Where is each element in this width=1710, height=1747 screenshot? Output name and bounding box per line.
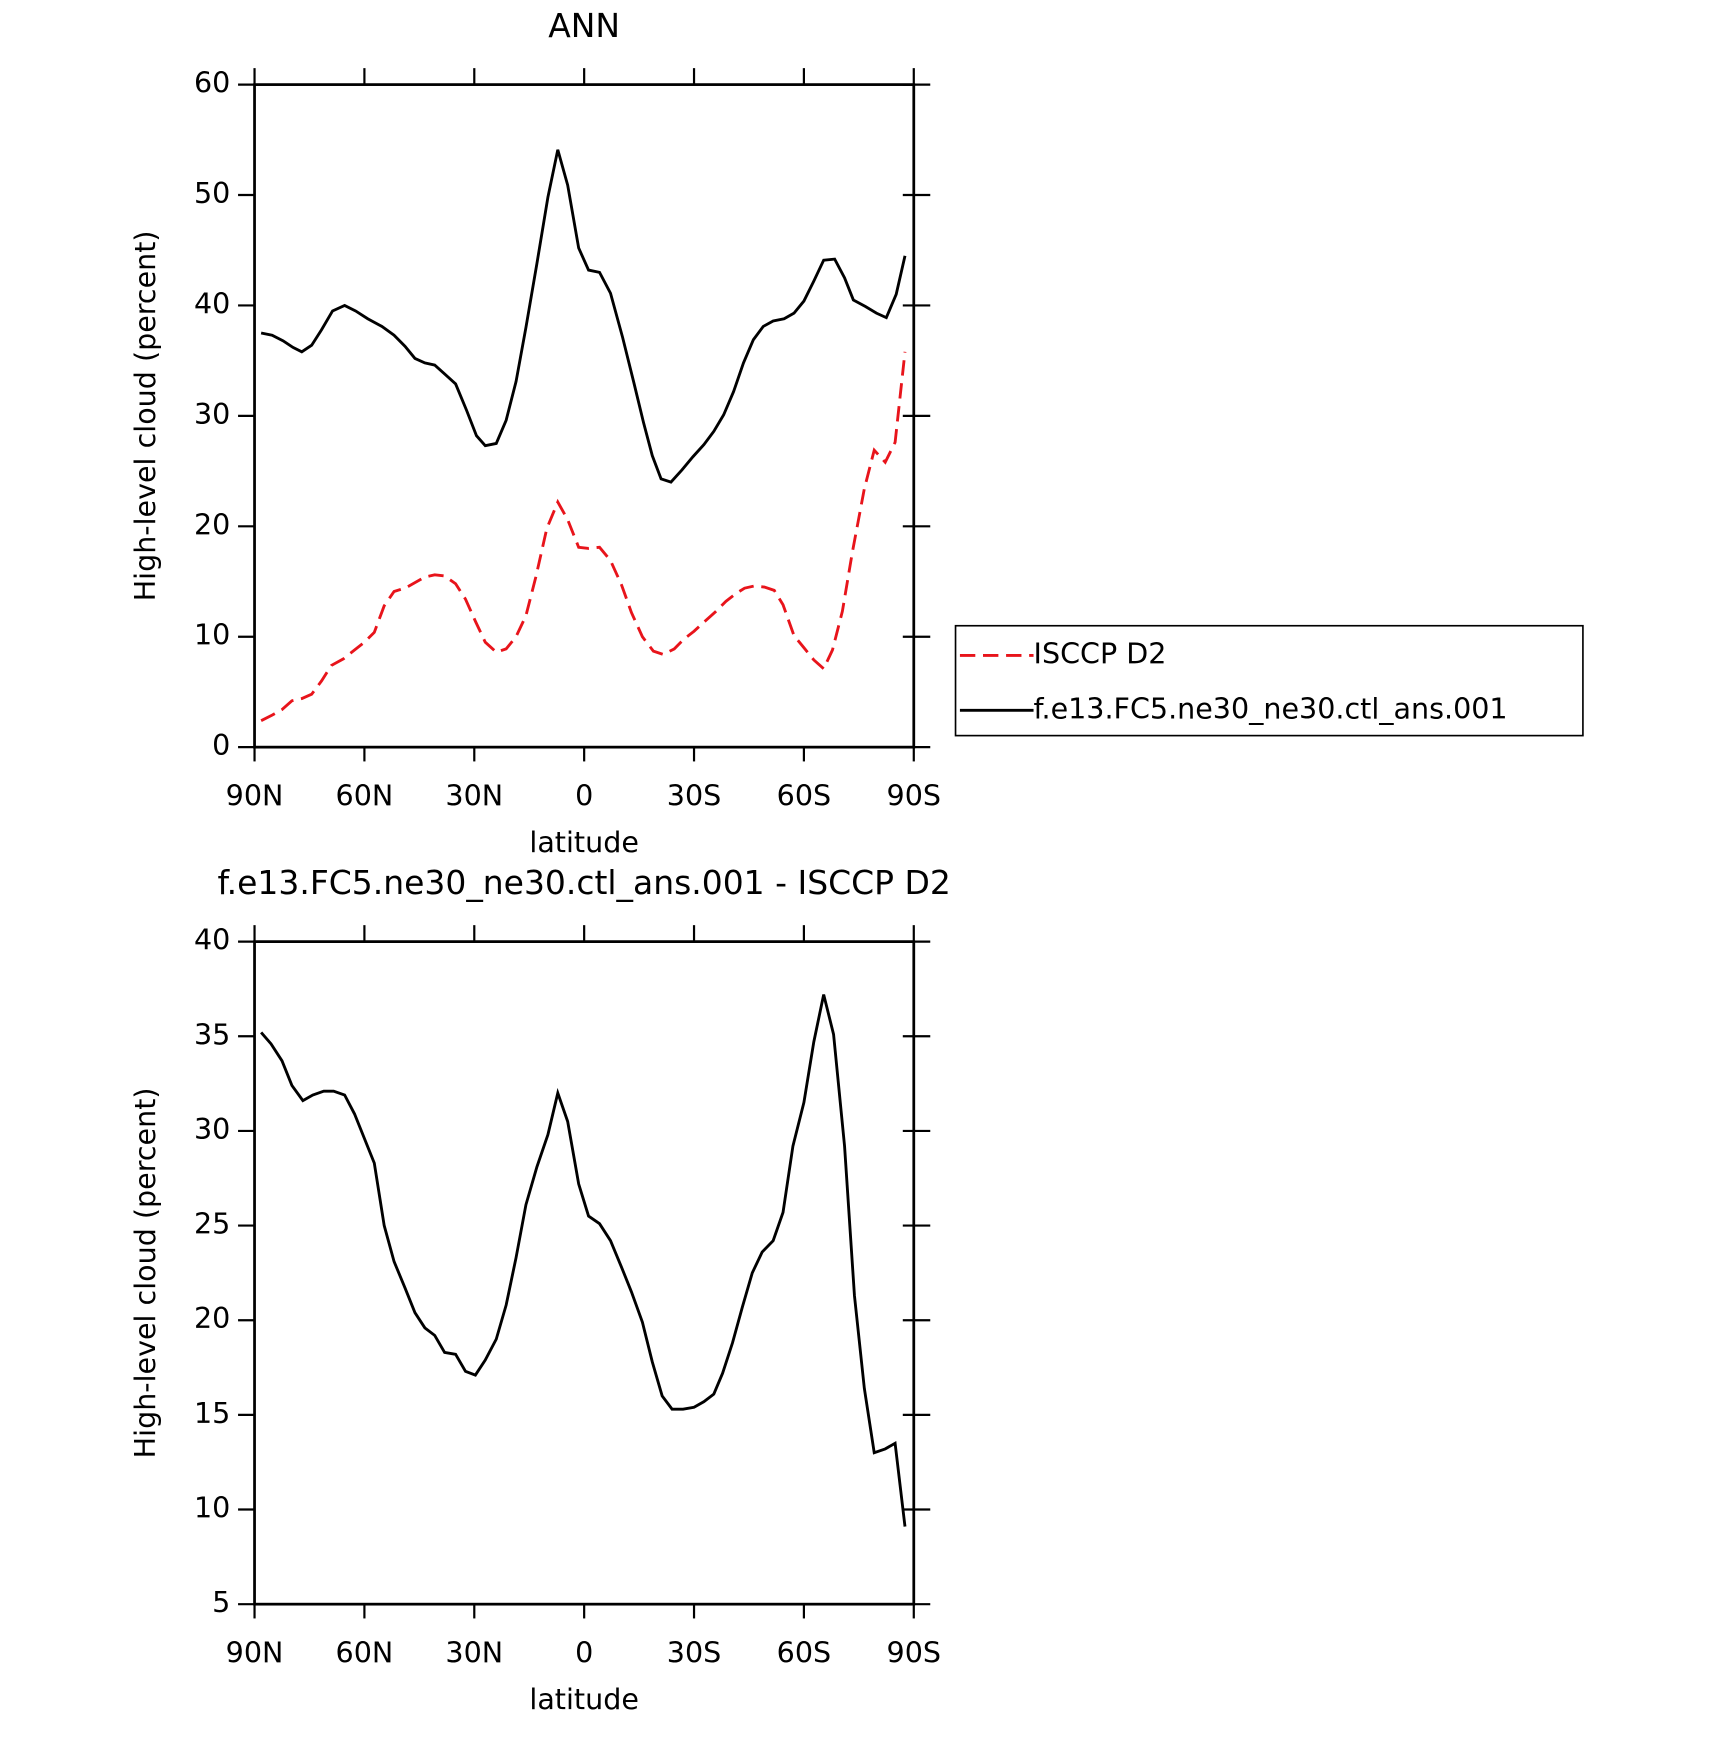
y-tick-label: 25 xyxy=(194,1207,230,1241)
y-tick-label: 15 xyxy=(194,1396,230,1430)
y-tick-label: 30 xyxy=(194,397,230,431)
plot-frame xyxy=(253,83,916,749)
legend-label: f.e13.FC5.ne30_ne30.ctl_ans.001 xyxy=(1034,691,1508,725)
chart-title: ANN xyxy=(548,6,620,45)
series-line xyxy=(260,351,907,722)
plot-frame xyxy=(253,940,916,1606)
y-tick-label: 20 xyxy=(194,1301,230,1335)
y-tick-label: 10 xyxy=(194,1491,230,1525)
x-tick-label: 0 xyxy=(575,779,593,813)
y-tick-label: 60 xyxy=(194,66,230,100)
x-tick-label: 60S xyxy=(777,779,831,813)
y-tick-label: 20 xyxy=(194,507,230,541)
y-tick-label: 0 xyxy=(212,728,230,762)
legend-label: ISCCP D2 xyxy=(1034,636,1167,670)
x-tick-label: 60N xyxy=(336,779,394,813)
x-tick-label: 0 xyxy=(575,1636,593,1670)
y-tick-label: 30 xyxy=(194,1112,230,1146)
y-tick-label: 5 xyxy=(212,1585,230,1619)
x-tick-label: 90S xyxy=(887,1636,941,1670)
y-tick-label: 35 xyxy=(194,1017,230,1051)
y-tick-label: 50 xyxy=(194,176,230,210)
x-tick-label: 30N xyxy=(445,779,503,813)
y-axis-label: High-level cloud (percent) xyxy=(128,1087,162,1458)
x-tick-label: 90S xyxy=(887,779,941,813)
y-axis-label: High-level cloud (percent) xyxy=(128,230,162,601)
series-line xyxy=(260,994,907,1527)
chart-title: f.e13.FC5.ne30_ne30.ctl_ans.001 - ISCCP … xyxy=(217,863,950,902)
x-axis-label: latitude xyxy=(529,825,639,859)
series-line xyxy=(260,149,907,484)
x-tick-label: 60S xyxy=(777,1636,831,1670)
x-tick-label: 90N xyxy=(226,1636,284,1670)
x-tick-label: 30N xyxy=(445,1636,503,1670)
y-tick-label: 10 xyxy=(194,618,230,652)
y-tick-label: 40 xyxy=(194,286,230,320)
x-tick-label: 90N xyxy=(226,779,284,813)
y-tick-label: 40 xyxy=(194,923,230,957)
legend-box xyxy=(954,624,1584,737)
x-tick-label: 30S xyxy=(667,779,721,813)
x-tick-label: 60N xyxy=(336,1636,394,1670)
x-axis-label: latitude xyxy=(529,1682,639,1716)
x-tick-label: 30S xyxy=(667,1636,721,1670)
